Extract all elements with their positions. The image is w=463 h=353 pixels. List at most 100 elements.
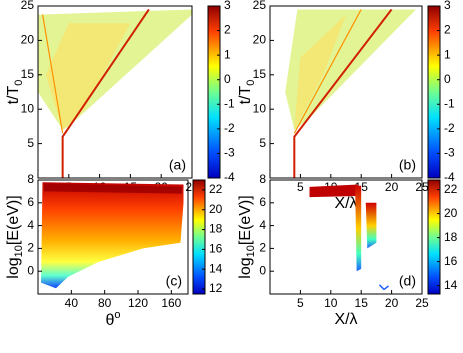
colorbar-tick-label: 12 <box>209 281 223 295</box>
y-tick-label: 2 <box>259 241 266 255</box>
colorbar-tick-label: -2 <box>444 121 455 135</box>
y-tick-label: 20 <box>253 33 267 47</box>
panel-label: (d) <box>399 273 416 289</box>
x-tick-label: 20 <box>385 180 399 194</box>
y-tick-label: 8 <box>259 172 266 186</box>
colorbar-tick-label: 16 <box>209 242 223 256</box>
y-tick-label: 8 <box>27 172 34 186</box>
colorbar-tick-label: 22 <box>444 182 458 196</box>
y-tick-label: 15 <box>253 67 267 81</box>
colorbar-tick-label: 14 <box>444 278 458 292</box>
x-tick-label: 10 <box>324 296 338 310</box>
x-tick-label: 40 <box>65 296 79 310</box>
colorbar-tick-label: -1 <box>444 96 455 110</box>
y-axis-label: t/T0 <box>5 80 25 105</box>
colorbar-tick-label: 1 <box>224 47 231 61</box>
heatmap-region <box>41 182 184 289</box>
plot-frame <box>37 179 189 295</box>
y-axis-label-main: t/T <box>237 86 254 105</box>
colorbar-tick-label: -4 <box>444 170 455 184</box>
x-tick-label: 25 <box>415 296 429 310</box>
colorbar-tick-label: 2 <box>224 23 231 37</box>
panel-label: (c) <box>166 273 182 289</box>
colorbar-tick-label: 1 <box>444 47 451 61</box>
x-axis-label-sup: o <box>114 309 120 321</box>
colorbar-tick-label: -2 <box>224 121 235 135</box>
y-tick-label: 20 <box>21 33 35 47</box>
heatmap-region <box>44 183 182 194</box>
y-tick-label: 4 <box>27 218 34 232</box>
y-tick-label: 10 <box>21 101 35 115</box>
plot-frame <box>269 179 423 295</box>
panel-label: (b) <box>399 157 416 173</box>
y-tick-label: 15 <box>21 67 35 81</box>
y-axis-label: log10[E(eV)] <box>237 195 257 278</box>
colorbar <box>427 179 441 295</box>
colorbar-tick-label: 0 <box>444 72 451 86</box>
heatmap-region <box>355 185 362 272</box>
heatmap-ridge <box>293 8 393 178</box>
y-axis-label: t/T0 <box>237 80 257 105</box>
y-tick-label: 10 <box>253 101 267 115</box>
y-tick-label: 5 <box>27 136 34 150</box>
y-axis-label-tail: [E(eV)] <box>5 195 22 245</box>
colorbar-tick-label: 3 <box>224 0 231 12</box>
x-tick-label: 80 <box>98 296 112 310</box>
heatmap-region <box>365 202 377 249</box>
heatmap-ridge <box>378 284 390 291</box>
y-axis-label-main: t/T <box>5 86 22 105</box>
y-axis-label-main: log <box>5 257 22 278</box>
colorbar <box>207 5 221 179</box>
y-tick-label: 5 <box>259 136 266 150</box>
heatmap-ridge <box>293 9 362 134</box>
x-axis-label-main: θ <box>105 312 114 329</box>
y-axis-label-sub: 10 <box>13 245 25 257</box>
x-tick-label: 20 <box>385 296 399 310</box>
colorbar-tick-label: 18 <box>444 230 458 244</box>
y-tick-label: 0 <box>259 263 266 277</box>
colorbar-tick-label: 20 <box>209 202 223 216</box>
colorbar <box>192 179 206 295</box>
x-axis-label: X/λ <box>334 195 357 212</box>
colorbar-tick-label: 20 <box>444 206 458 220</box>
x-tick-label: 15 <box>355 296 369 310</box>
heatmap-region <box>45 23 131 130</box>
x-tick-label: 5 <box>297 180 304 194</box>
colorbar-tick-label: 3 <box>444 0 451 12</box>
y-tick-label: 0 <box>27 263 34 277</box>
colorbar-tick-label: -1 <box>224 96 235 110</box>
y-tick-label: 25 <box>21 0 35 12</box>
colorbar-tick-label: 0 <box>224 72 231 86</box>
y-axis-label-sub: 0 <box>245 80 257 86</box>
x-tick-label: 5 <box>297 296 304 310</box>
y-tick-label: 6 <box>259 195 266 209</box>
colorbar-tick-label: -4 <box>224 170 235 184</box>
colorbar <box>427 5 441 179</box>
y-tick-label: 6 <box>27 195 34 209</box>
colorbar-tick-label: 16 <box>444 254 458 268</box>
x-axis-label: θo <box>105 309 120 329</box>
x-axis-label: X/λ <box>334 311 357 328</box>
y-tick-label: 4 <box>259 218 266 232</box>
colorbar-tick-label: 2 <box>444 23 451 37</box>
colorbar-tick-label: 22 <box>209 182 223 196</box>
y-tick-label: 2 <box>27 241 34 255</box>
x-tick-label: 160 <box>161 296 181 310</box>
colorbar-tick-label: -3 <box>444 146 455 160</box>
y-tick-label: 25 <box>253 0 267 12</box>
heatmap-ridge <box>42 14 64 134</box>
plot-frame <box>37 5 193 179</box>
colorbar-tick-label: 18 <box>209 222 223 236</box>
heatmap-region <box>294 14 346 130</box>
colorbar-tick-label: -3 <box>224 146 235 160</box>
y-axis-label: log10[E(eV)] <box>5 195 25 278</box>
y-axis-label-tail: [E(eV)] <box>237 195 254 245</box>
heatmap-region <box>309 184 359 198</box>
y-axis-label-sub: 0 <box>13 80 25 86</box>
y-axis-label-main: log <box>237 257 254 278</box>
plot-frame <box>269 5 423 179</box>
x-tick-label: 120 <box>128 296 148 310</box>
heatmap-ridge <box>61 8 150 178</box>
panel-label: (a) <box>169 157 186 173</box>
